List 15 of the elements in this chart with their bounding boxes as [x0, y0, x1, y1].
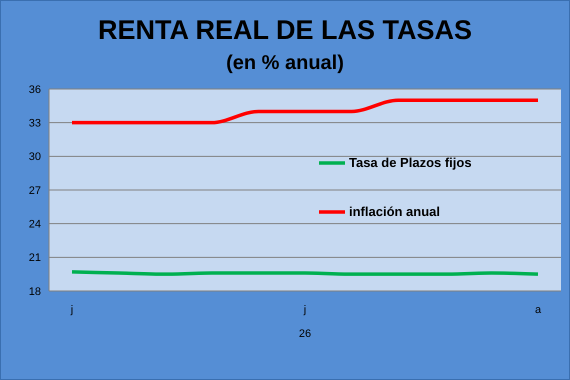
y-tick-label: 24	[28, 218, 41, 231]
x-axis-title: 26	[298, 328, 312, 340]
y-tick-label: 27	[28, 184, 41, 197]
legend-label: inflación anual	[349, 204, 440, 219]
y-tick-label: 18	[28, 286, 41, 298]
chart-title: RENTA REAL DE LAS TASAS	[96, 15, 474, 46]
legend-label: Tasa de Plazos fijos	[349, 155, 472, 170]
y-tick-label: 36	[28, 84, 41, 96]
x-tick-label: j	[302, 304, 306, 316]
y-tick-label: 33	[28, 118, 41, 130]
x-tick-label: a	[534, 304, 542, 316]
y-tick-label: 30	[28, 151, 41, 164]
x-tick-label: j	[70, 304, 74, 316]
chart-subtitle: (en % anual)	[225, 52, 345, 75]
y-tick-label: 21	[28, 252, 41, 264]
